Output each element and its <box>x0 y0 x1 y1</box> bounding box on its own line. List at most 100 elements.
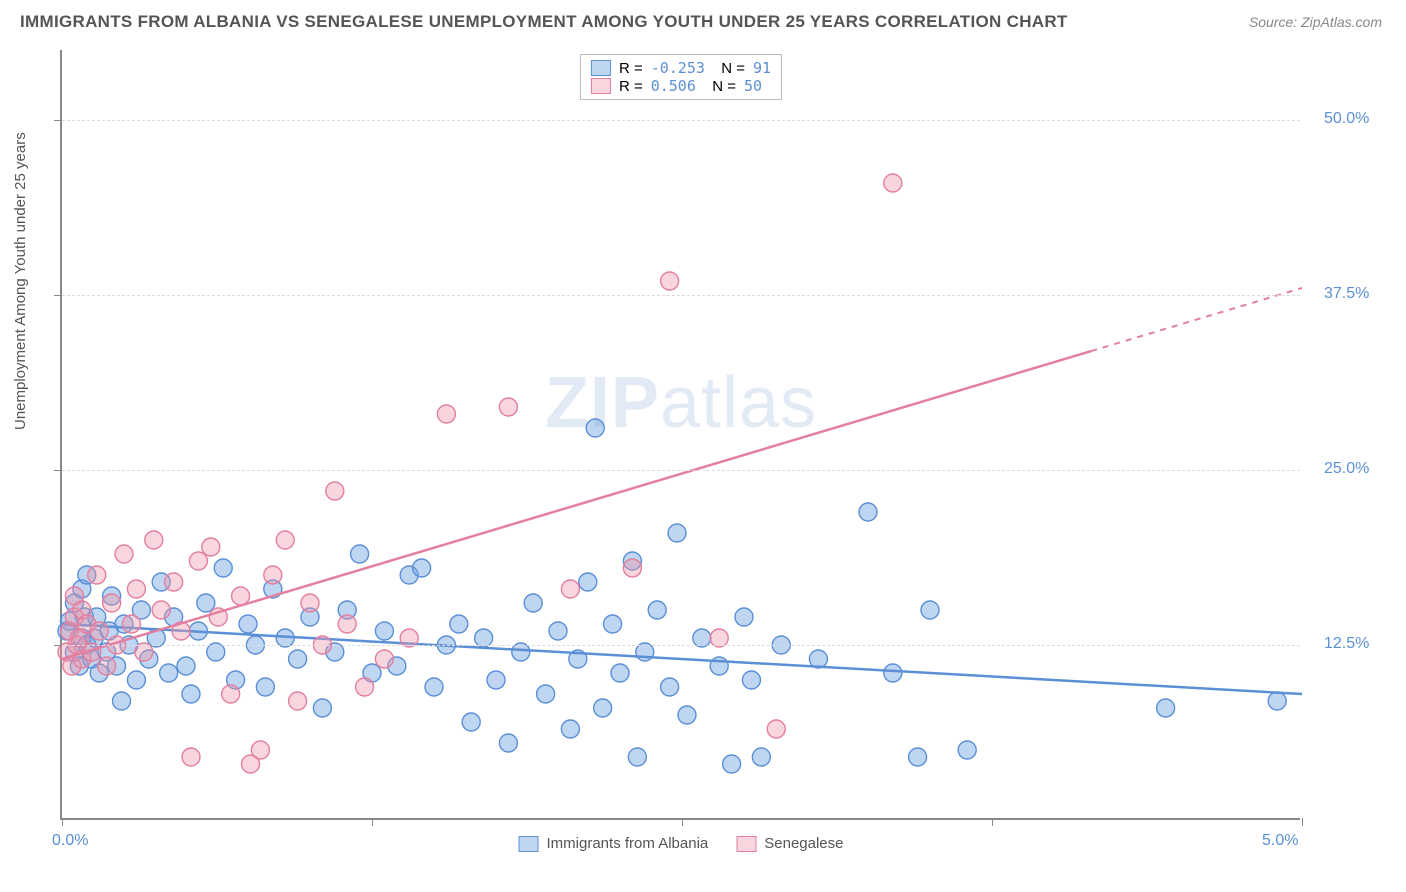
data-point <box>723 755 741 773</box>
y-tick <box>54 645 62 646</box>
legend-item-1: Immigrants from Albania <box>519 835 709 852</box>
data-point <box>499 398 517 416</box>
data-point <box>425 678 443 696</box>
x-tick <box>62 818 63 826</box>
data-point <box>177 657 195 675</box>
data-point <box>767 720 785 738</box>
data-point <box>561 720 579 738</box>
data-point <box>165 573 183 591</box>
data-point <box>326 482 344 500</box>
data-point <box>232 587 250 605</box>
data-point <box>579 573 597 591</box>
data-point <box>958 741 976 759</box>
data-point <box>113 692 131 710</box>
data-point <box>289 692 307 710</box>
data-point <box>628 748 646 766</box>
legend-item-2: Senegalese <box>736 835 843 852</box>
data-point <box>909 748 927 766</box>
legend-bottom-label-2: Senegalese <box>764 835 843 852</box>
legend-bottom-label-1: Immigrants from Albania <box>547 835 709 852</box>
chart-svg <box>62 50 1300 818</box>
data-point <box>197 594 215 612</box>
data-point <box>487 671 505 689</box>
legend-bottom-swatch-1 <box>519 836 539 852</box>
x-tick <box>682 818 683 826</box>
data-point <box>735 608 753 626</box>
data-point <box>537 685 555 703</box>
gridline <box>62 645 1300 646</box>
data-point <box>462 713 480 731</box>
y-tick-label: 25.0% <box>1324 460 1369 478</box>
data-point <box>152 601 170 619</box>
regression-line-dashed <box>1091 288 1302 351</box>
data-point <box>375 650 393 668</box>
data-point <box>661 678 679 696</box>
data-point <box>752 748 770 766</box>
source-text: Source: ZipAtlas.com <box>1249 14 1382 30</box>
data-point <box>276 531 294 549</box>
data-point <box>251 741 269 759</box>
data-point <box>127 671 145 689</box>
data-point <box>586 419 604 437</box>
data-point <box>859 503 877 521</box>
regression-line <box>62 624 1302 694</box>
y-tick-label: 12.5% <box>1324 635 1369 653</box>
data-point <box>604 615 622 633</box>
data-point <box>1268 692 1286 710</box>
x-tick-label: 0.0% <box>52 832 88 850</box>
data-point <box>289 650 307 668</box>
y-tick-label: 50.0% <box>1324 110 1369 128</box>
data-point <box>668 524 686 542</box>
data-point <box>122 615 140 633</box>
data-point <box>182 748 200 766</box>
data-point <box>222 685 240 703</box>
gridline <box>62 470 1300 471</box>
data-point <box>356 678 374 696</box>
data-point <box>375 622 393 640</box>
x-tick <box>992 818 993 826</box>
y-axis-label: Unemployment Among Youth under 25 years <box>12 132 29 430</box>
data-point <box>648 601 666 619</box>
data-point <box>160 664 178 682</box>
data-point <box>189 552 207 570</box>
chart-title: IMMIGRANTS FROM ALBANIA VS SENEGALESE UN… <box>20 12 1068 32</box>
data-point <box>499 734 517 752</box>
data-point <box>88 566 106 584</box>
data-point <box>90 622 108 640</box>
data-point <box>301 594 319 612</box>
y-tick <box>54 120 62 121</box>
data-point <box>623 559 641 577</box>
gridline <box>62 295 1300 296</box>
data-point <box>413 559 431 577</box>
y-tick <box>54 295 62 296</box>
data-point <box>115 545 133 563</box>
data-point <box>351 545 369 563</box>
data-point <box>437 405 455 423</box>
data-point <box>1157 699 1175 717</box>
data-point <box>256 678 274 696</box>
data-point <box>884 174 902 192</box>
data-point <box>611 664 629 682</box>
data-point <box>742 671 760 689</box>
data-point <box>145 531 163 549</box>
x-tick <box>1302 818 1303 826</box>
data-point <box>921 601 939 619</box>
data-point <box>264 566 282 584</box>
data-point <box>884 664 902 682</box>
data-point <box>214 559 232 577</box>
data-point <box>98 657 116 675</box>
data-point <box>313 699 331 717</box>
data-point <box>127 580 145 598</box>
data-point <box>103 594 121 612</box>
gridline <box>62 120 1300 121</box>
data-point <box>678 706 696 724</box>
y-tick-label: 37.5% <box>1324 285 1369 303</box>
plot-area: ZIPatlas R = -0.253 N = 91 R = 0.506 N =… <box>60 50 1300 820</box>
x-tick <box>372 818 373 826</box>
y-tick <box>54 470 62 471</box>
data-point <box>561 580 579 598</box>
legend-bottom-swatch-2 <box>736 836 756 852</box>
data-point <box>239 615 257 633</box>
data-point <box>450 615 468 633</box>
series-legend: Immigrants from Albania Senegalese <box>519 835 844 852</box>
